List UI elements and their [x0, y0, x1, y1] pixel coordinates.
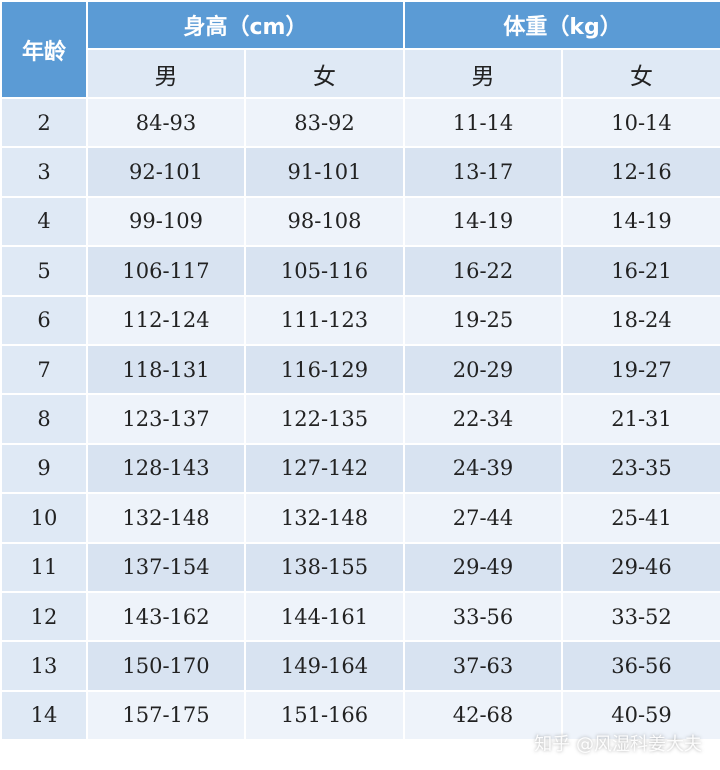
height-female-cell: 132-148 [244, 492, 405, 544]
weight-female-header: 女 [560, 48, 720, 99]
weight-male-cell: 33-56 [403, 590, 563, 643]
weight-male-cell: 29-49 [403, 541, 563, 593]
table-row: 8 123-137 122-135 22-34 21-31 [0, 393, 720, 445]
height-male-cell: 84-93 [86, 96, 246, 149]
weight-male-cell: 20-29 [403, 343, 563, 396]
age-cell: 9 [0, 442, 88, 495]
height-male-cell: 128-143 [86, 442, 246, 495]
weight-male-cell: 14-19 [403, 195, 563, 248]
age-cell: 4 [0, 195, 88, 248]
height-male-cell: 106-117 [86, 245, 246, 297]
table-row: 14 157-175 151-166 42-68 40-59 [0, 689, 720, 742]
weight-male-cell: 24-39 [403, 442, 563, 495]
age-cell: 5 [0, 245, 88, 297]
age-cell: 11 [0, 541, 88, 593]
weight-female-cell: 33-52 [560, 590, 720, 643]
age-cell: 10 [0, 492, 88, 544]
table-row: 2 84-93 83-92 11-14 10-14 [0, 96, 720, 149]
age-cell: 14 [0, 689, 88, 742]
height-group-header: 身高（cm） [86, 0, 405, 50]
table-row: 5 106-117 105-116 16-22 16-21 [0, 245, 720, 297]
height-male-cell: 123-137 [86, 393, 246, 445]
watermark: 知乎 @风湿科姜大夫 [534, 734, 702, 755]
height-male-cell: 92-101 [86, 146, 246, 198]
table-row: 9 128-143 127-142 24-39 23-35 [0, 442, 720, 495]
weight-female-cell: 10-14 [560, 96, 720, 149]
weight-male-cell: 27-44 [403, 492, 563, 544]
weight-male-cell: 16-22 [403, 245, 563, 297]
weight-male-cell: 42-68 [403, 689, 563, 742]
weight-female-cell: 29-46 [560, 541, 720, 593]
height-female-cell: 138-155 [244, 541, 405, 593]
weight-male-header: 男 [403, 48, 563, 99]
table-row: 3 92-101 91-101 13-17 12-16 [0, 146, 720, 198]
weight-female-cell: 36-56 [560, 640, 720, 692]
weight-male-cell: 11-14 [403, 96, 563, 149]
age-cell: 13 [0, 640, 88, 692]
table-row: 13 150-170 149-164 37-63 36-56 [0, 640, 720, 692]
weight-male-cell: 37-63 [403, 640, 563, 692]
weight-female-cell: 19-27 [560, 343, 720, 396]
age-cell: 3 [0, 146, 88, 198]
height-male-cell: 143-162 [86, 590, 246, 643]
table-row: 12 143-162 144-161 33-56 33-52 [0, 590, 720, 643]
age-cell: 7 [0, 343, 88, 396]
weight-female-cell: 21-31 [560, 393, 720, 445]
height-female-cell: 91-101 [244, 146, 405, 198]
weight-group-header: 体重（kg） [402, 0, 720, 50]
height-male-cell: 132-148 [86, 492, 246, 544]
table-row: 11 137-154 138-155 29-49 29-46 [0, 541, 720, 593]
height-male-cell: 150-170 [86, 640, 246, 692]
weight-female-cell: 18-24 [560, 294, 720, 346]
table-row: 6 112-124 111-123 19-25 18-24 [0, 294, 720, 346]
weight-female-cell: 40-59 [560, 689, 720, 742]
height-male-cell: 118-131 [86, 343, 246, 396]
height-female-cell: 151-166 [244, 689, 405, 742]
height-female-cell: 98-108 [244, 195, 405, 248]
height-female-cell: 111-123 [244, 294, 405, 346]
weight-female-cell: 12-16 [560, 146, 720, 198]
height-female-cell: 149-164 [244, 640, 405, 692]
height-female-cell: 105-116 [244, 245, 405, 297]
age-cell: 8 [0, 393, 88, 445]
table-row: 10 132-148 132-148 27-44 25-41 [0, 492, 720, 544]
weight-male-cell: 13-17 [403, 146, 563, 198]
height-male-header: 男 [86, 48, 246, 99]
height-female-cell: 122-135 [244, 393, 405, 445]
age-cell: 6 [0, 294, 88, 346]
table-row: 7 118-131 116-129 20-29 19-27 [0, 343, 720, 396]
weight-male-cell: 22-34 [403, 393, 563, 445]
table-row: 4 99-109 98-108 14-19 14-19 [0, 195, 720, 248]
age-column-header: 年龄 [0, 0, 88, 99]
height-female-cell: 116-129 [244, 343, 405, 396]
growth-table: 年龄 身高（cm） 体重（kg） 男 女 男 女 2 84-93 83-92 11-1… [0, 0, 720, 742]
weight-female-cell: 23-35 [560, 442, 720, 495]
height-male-cell: 99-109 [86, 195, 246, 248]
height-male-cell: 137-154 [86, 541, 246, 593]
age-cell: 12 [0, 590, 88, 643]
height-female-cell: 127-142 [244, 442, 405, 495]
height-female-cell: 83-92 [244, 96, 405, 149]
height-male-cell: 157-175 [86, 689, 246, 742]
height-female-header: 女 [244, 48, 405, 99]
height-female-cell: 144-161 [244, 590, 405, 643]
weight-male-cell: 19-25 [403, 294, 563, 346]
weight-female-cell: 14-19 [560, 195, 720, 248]
weight-female-cell: 25-41 [560, 492, 720, 544]
table-body: 2 84-93 83-92 11-14 10-14 3 92-101 91-101 13-17 1… [0, 96, 720, 742]
weight-female-cell: 16-21 [560, 245, 720, 297]
age-cell: 2 [0, 96, 88, 149]
height-male-cell: 112-124 [86, 294, 246, 346]
